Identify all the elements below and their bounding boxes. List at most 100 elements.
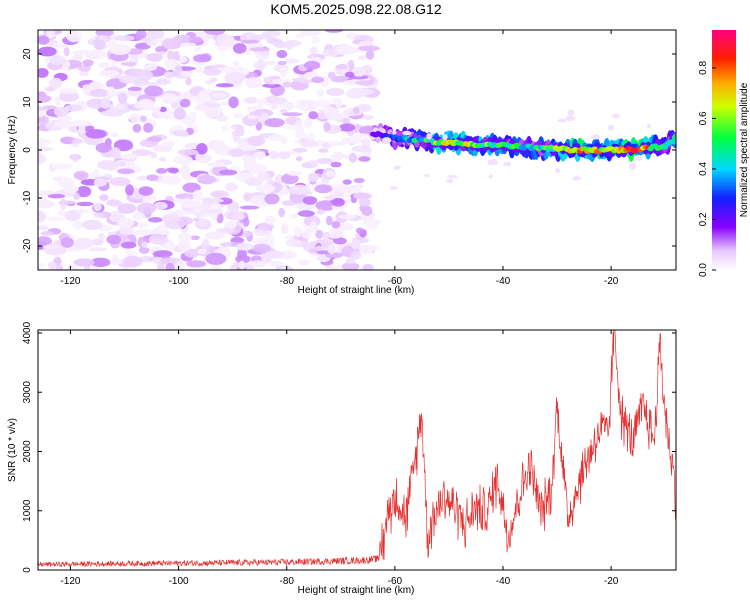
heatmap-cell: [243, 217, 250, 227]
heatmap-cell: [38, 114, 49, 126]
heatmap-cell: [50, 163, 73, 169]
heatmap-cell: [158, 157, 167, 162]
heatmap-cell: [281, 112, 303, 117]
y-tick-label: 0: [22, 567, 33, 573]
heatmap-cell: [280, 223, 289, 234]
heatmap-cell: [156, 168, 168, 174]
heatmap-cell: [85, 129, 107, 139]
heatmap-cell: [358, 156, 371, 162]
heatmap-cell: [211, 140, 227, 149]
heatmap-cell: [138, 186, 154, 196]
heatmap-cell: [38, 46, 57, 57]
heatmap-cell: [336, 44, 356, 56]
heatmap-cell: [247, 115, 258, 120]
heatmap-cell: [46, 30, 55, 39]
heatmap-cell: [110, 147, 121, 160]
heatmap-cell: [178, 71, 193, 77]
heatmap-cell: [135, 30, 147, 40]
heatmap-cell: [106, 234, 122, 245]
heatmap-cell: [286, 170, 303, 176]
heatmap-cell: [311, 36, 320, 44]
heatmap-cell: [139, 115, 147, 122]
heatmap-cell: [157, 262, 165, 270]
heatmap-cell: [281, 250, 297, 260]
heatmap-cell: [177, 149, 199, 156]
heatmap-cell: [46, 216, 64, 222]
heatmap-cell: [215, 83, 234, 88]
heatmap-cell: [270, 260, 284, 267]
heatmap-cell: [49, 55, 66, 66]
heatmap-cell: [173, 155, 193, 166]
heatmap-cell: [359, 114, 374, 120]
heatmap-cell: [76, 185, 92, 198]
heatmap-cell: [190, 95, 201, 102]
heatmap-cell: [109, 176, 131, 187]
heatmap-cell: [355, 80, 375, 86]
heatmap-cell: [165, 262, 175, 270]
heatmap-cell: [244, 49, 251, 56]
heatmap-cell: [332, 237, 347, 245]
heatmap-cell: [194, 104, 210, 112]
heatmap-cell: [63, 46, 70, 57]
heatmap-cell: [330, 229, 343, 239]
heatmap-cell: [284, 235, 295, 240]
heatmap-cell: [245, 77, 262, 89]
heatmap-cell: [88, 247, 107, 252]
heatmap-cell: [393, 165, 402, 170]
heatmap-cell: [78, 65, 91, 72]
heatmap-cell: [325, 215, 333, 226]
heatmap-cell: [353, 185, 362, 195]
heatmap-cell: [179, 98, 191, 108]
heatmap-cell: [147, 216, 164, 223]
heatmap-cell: [76, 201, 94, 207]
heatmap-cell: [115, 103, 126, 110]
heatmap-cell: [358, 45, 381, 52]
heatmap-cell: [279, 266, 288, 270]
heatmap-cell: [206, 162, 227, 168]
heatmap-cell: [72, 220, 83, 230]
heatmap-cell: [71, 153, 79, 163]
heatmap-cell: [303, 215, 321, 227]
heatmap-cell: [572, 176, 582, 181]
heatmap-cell: [202, 68, 222, 76]
heatmap-cell: [255, 200, 266, 207]
heatmap-cell: [144, 85, 164, 97]
heatmap-cell: [269, 150, 279, 160]
y-tick-label: 3000: [22, 381, 33, 404]
heatmap-cell: [286, 42, 293, 51]
heatmap-cell: [358, 244, 375, 255]
heatmap-cell: [331, 97, 342, 104]
x-tick-label: -60: [388, 276, 403, 287]
heatmap-cell: [216, 115, 229, 122]
heatmap-cell: [253, 151, 267, 160]
heatmap-cell: [117, 203, 137, 214]
heatmap-cell: [87, 38, 96, 46]
heatmap-cell: [161, 175, 182, 185]
heatmap-cell: [127, 86, 143, 91]
heatmap-cell: [308, 111, 319, 120]
heatmap-cell: [230, 236, 245, 244]
heatmap-cell: [224, 71, 246, 84]
heatmap-cell: [344, 71, 355, 78]
heatmap-cell: [336, 64, 348, 70]
heatmap-cell: [216, 212, 224, 224]
heatmap-cell: [224, 182, 238, 192]
heatmap-cell: [90, 257, 111, 268]
heatmap-cell: [136, 202, 157, 215]
heatmap-cell: [285, 238, 302, 247]
heatmap-cell: [152, 250, 173, 258]
heatmap-cell: [73, 170, 89, 181]
heatmap-cell: [246, 135, 266, 146]
heatmap-cell: [347, 135, 362, 144]
heatmap-cell: [628, 162, 637, 170]
heatmap-cell: [193, 217, 200, 222]
spectrogram-y-ticks: -20 -10 0 10 20: [22, 48, 676, 253]
heatmap-cell: [195, 152, 207, 163]
heatmap-cell: [40, 231, 55, 236]
heatmap-cell: [179, 42, 197, 47]
heatmap-cell: [308, 159, 319, 166]
heatmap-cell: [339, 222, 354, 231]
heatmap-cell: [353, 177, 365, 184]
heatmap-cell: [122, 255, 142, 268]
heatmap-cell: [352, 106, 360, 115]
